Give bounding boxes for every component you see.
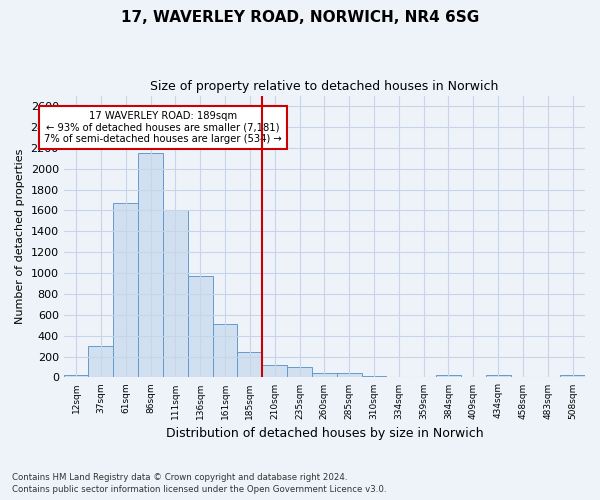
X-axis label: Distribution of detached houses by size in Norwich: Distribution of detached houses by size …	[166, 427, 483, 440]
Bar	[287, 367, 312, 378]
Bar	[88, 346, 113, 378]
Bar	[461, 377, 485, 378]
Title: Size of property relative to detached houses in Norwich: Size of property relative to detached ho…	[150, 80, 499, 93]
Bar	[386, 377, 411, 378]
Bar	[535, 377, 560, 378]
Bar	[362, 376, 386, 378]
Y-axis label: Number of detached properties: Number of detached properties	[15, 149, 25, 324]
Bar	[312, 372, 337, 378]
Bar	[436, 376, 461, 378]
Bar	[188, 276, 212, 378]
Bar	[337, 374, 362, 378]
Bar	[262, 365, 287, 378]
Text: 17 WAVERLEY ROAD: 189sqm
← 93% of detached houses are smaller (7,181)
7% of semi: 17 WAVERLEY ROAD: 189sqm ← 93% of detach…	[44, 111, 282, 144]
Bar	[511, 377, 535, 378]
Bar	[138, 153, 163, 378]
Bar	[411, 377, 436, 378]
Bar	[113, 203, 138, 378]
Bar	[238, 352, 262, 378]
Text: 17, WAVERLEY ROAD, NORWICH, NR4 6SG: 17, WAVERLEY ROAD, NORWICH, NR4 6SG	[121, 10, 479, 25]
Bar	[560, 376, 585, 378]
Bar	[485, 376, 511, 378]
Bar	[163, 210, 188, 378]
Bar	[64, 376, 88, 378]
Bar	[212, 324, 238, 378]
Text: Contains HM Land Registry data © Crown copyright and database right 2024.: Contains HM Land Registry data © Crown c…	[12, 472, 347, 482]
Text: Contains public sector information licensed under the Open Government Licence v3: Contains public sector information licen…	[12, 485, 386, 494]
